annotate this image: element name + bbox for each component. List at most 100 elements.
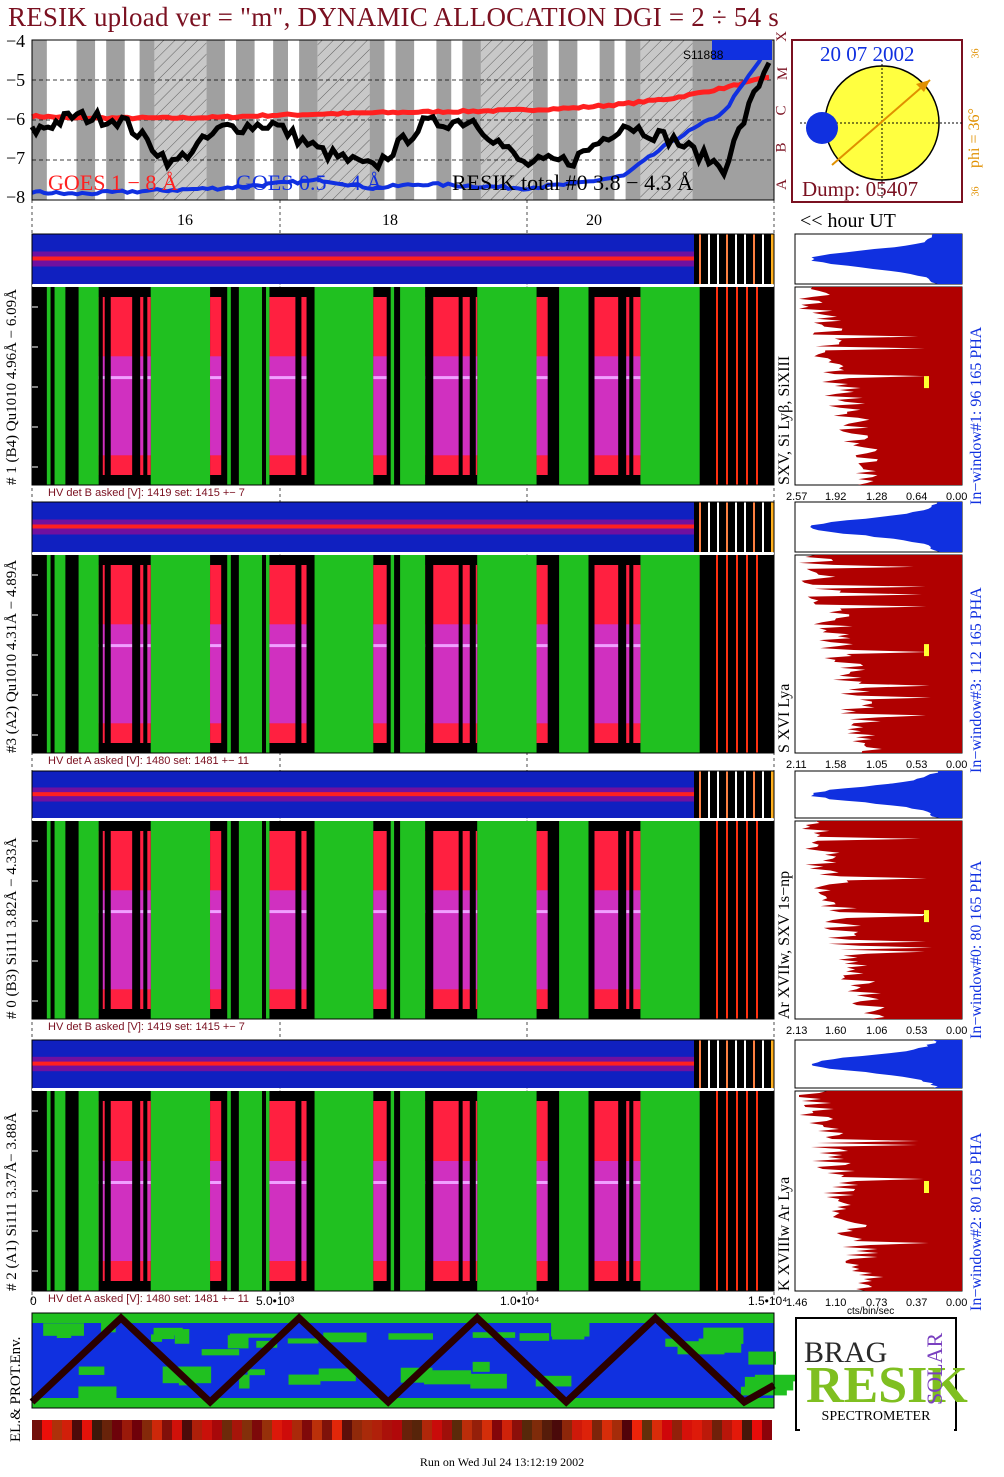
channel-element-label-3: K XVIIIw Ar Lya [776,1176,793,1291]
black-bar-16 [469,1091,476,1291]
run-footer: Run on Wed Jul 24 13:12:19 2002 [419,1455,585,1469]
black-bar-2 [70,821,79,1019]
orbit-phi-top: 36 [970,48,982,59]
pha-strip-line [32,524,744,529]
white-line-2 [269,376,314,380]
pha-strip-tick-0 [699,1040,701,1088]
env-strip-cell-4 [72,1420,82,1440]
env-panel [29,1312,805,1440]
hist-marker [924,910,929,923]
image-end-line-4 [756,821,758,1019]
env-green-blob-25 [665,1338,682,1347]
panel-frame [31,770,775,1020]
black-bar-20 [618,821,627,1019]
pha-strip-tick-6 [753,234,755,284]
env-strip-cell-59 [622,1420,632,1440]
black-bar-4 [104,1091,111,1291]
legend-entry-0: GOES 1 − 8 Å [48,170,178,195]
class-letter-4: A [773,179,790,190]
env-strip-cell-34 [372,1420,382,1440]
magenta-band-1 [210,890,225,990]
env-strip-cell-30 [332,1420,342,1440]
env-heat-strip [32,1420,772,1440]
black-bar-4 [104,555,111,753]
magenta-band-2 [269,1161,314,1261]
image-end-line-3 [746,287,748,485]
white-line-2 [269,910,314,914]
hist-xtick-1-0: 2.11 [786,759,807,771]
env-green-blob-16 [155,1332,175,1340]
black-bar-9 [262,1091,267,1291]
pha-strip-end [694,502,774,552]
env-green-blob-38 [78,1386,117,1403]
pha-strip-tick-1 [708,234,710,284]
ytick-4: −8 [6,187,26,207]
hist-xtick-0-3: 0.64 [906,491,928,503]
magenta-band-2 [269,624,314,724]
hist-top-fill [811,771,962,818]
green-band-1 [150,287,211,485]
pha-strip-tick-1 [708,502,710,552]
magenta-band-3 [373,356,389,456]
black-bar-16 [469,555,476,753]
black-bar-20 [618,555,627,753]
pha-histogram-1 [794,501,963,754]
pha-strip-tick-4 [735,1040,737,1088]
logo-brand: RESIK [806,1357,968,1414]
black-bar-1 [65,821,72,1019]
pha-strip-tick-4 [735,771,737,818]
env-strip-cell-39 [422,1420,432,1440]
env-frame [31,1312,775,1409]
env-strip-cell-54 [572,1420,582,1440]
env-green-blob-20 [470,1373,507,1389]
pha-histograms [794,233,963,1292]
pha-strip-edge [771,502,774,552]
black-bar-3 [98,821,103,1019]
env-strip-cell-33 [362,1420,372,1440]
hist-xtick-2-2: 1.06 [866,1025,888,1037]
logo-frame [795,1317,957,1431]
env-strip-cell-47 [502,1420,512,1440]
white-line-6 [588,1181,641,1184]
legend-entry-1: GOES 0.5 − 4 Å [236,170,383,195]
pha-strip-edge [771,1040,774,1088]
image-end-line-4 [756,1091,758,1291]
env-strip-cell-63 [662,1420,672,1440]
env-strip-cell-61 [642,1420,652,1440]
class-letter-1: M [775,66,792,81]
pha-strip-tick-6 [753,1040,755,1088]
env-strip-cell-62 [652,1420,662,1440]
env-green-blob-27 [247,1369,265,1376]
white-line-5 [536,1181,552,1184]
hist-top-fill [811,234,962,284]
black-bar-7 [221,1091,228,1291]
hist-marker [924,1181,929,1193]
env-strip-cell-53 [562,1420,572,1440]
image-end-line-1 [726,287,728,485]
channel-hv-3: HV det A asked [V]: 1480 set: 1481 +− 11 [48,1293,249,1305]
env-green-blob-5 [229,1333,279,1338]
env-strip-cell-42 [452,1420,462,1440]
env-strip-cell-9 [122,1420,132,1440]
pha-histogram-3 [794,1039,963,1292]
image-end-line-4 [756,555,758,753]
pha-strip-tick-6 [753,771,755,818]
image-end [714,1091,774,1291]
logo-letters-solar: SOLAR [922,1333,947,1405]
green-band-4 [388,821,426,1019]
green-band-7 [640,821,700,1019]
series-resik-total [29,61,772,181]
env-strip-cell-57 [602,1420,612,1440]
env-strip-cell-40 [432,1420,442,1440]
green-band-3 [313,821,374,1019]
channel-panel-3 [31,1039,775,1292]
env-strip-cell-20 [232,1420,242,1440]
orbit-dump: Dump: 05407 [802,177,919,201]
env-green-blob-11 [227,1335,249,1349]
detector-panels [31,233,775,1292]
black-bar-1 [65,555,72,753]
env-strip-cell-11 [142,1420,152,1440]
white-line-1 [210,1181,225,1184]
channel-left-label-0: # 1 (B4) Qu1010 4.96Å − 6.09Å [4,289,20,485]
black-bar-23 [707,1091,716,1291]
